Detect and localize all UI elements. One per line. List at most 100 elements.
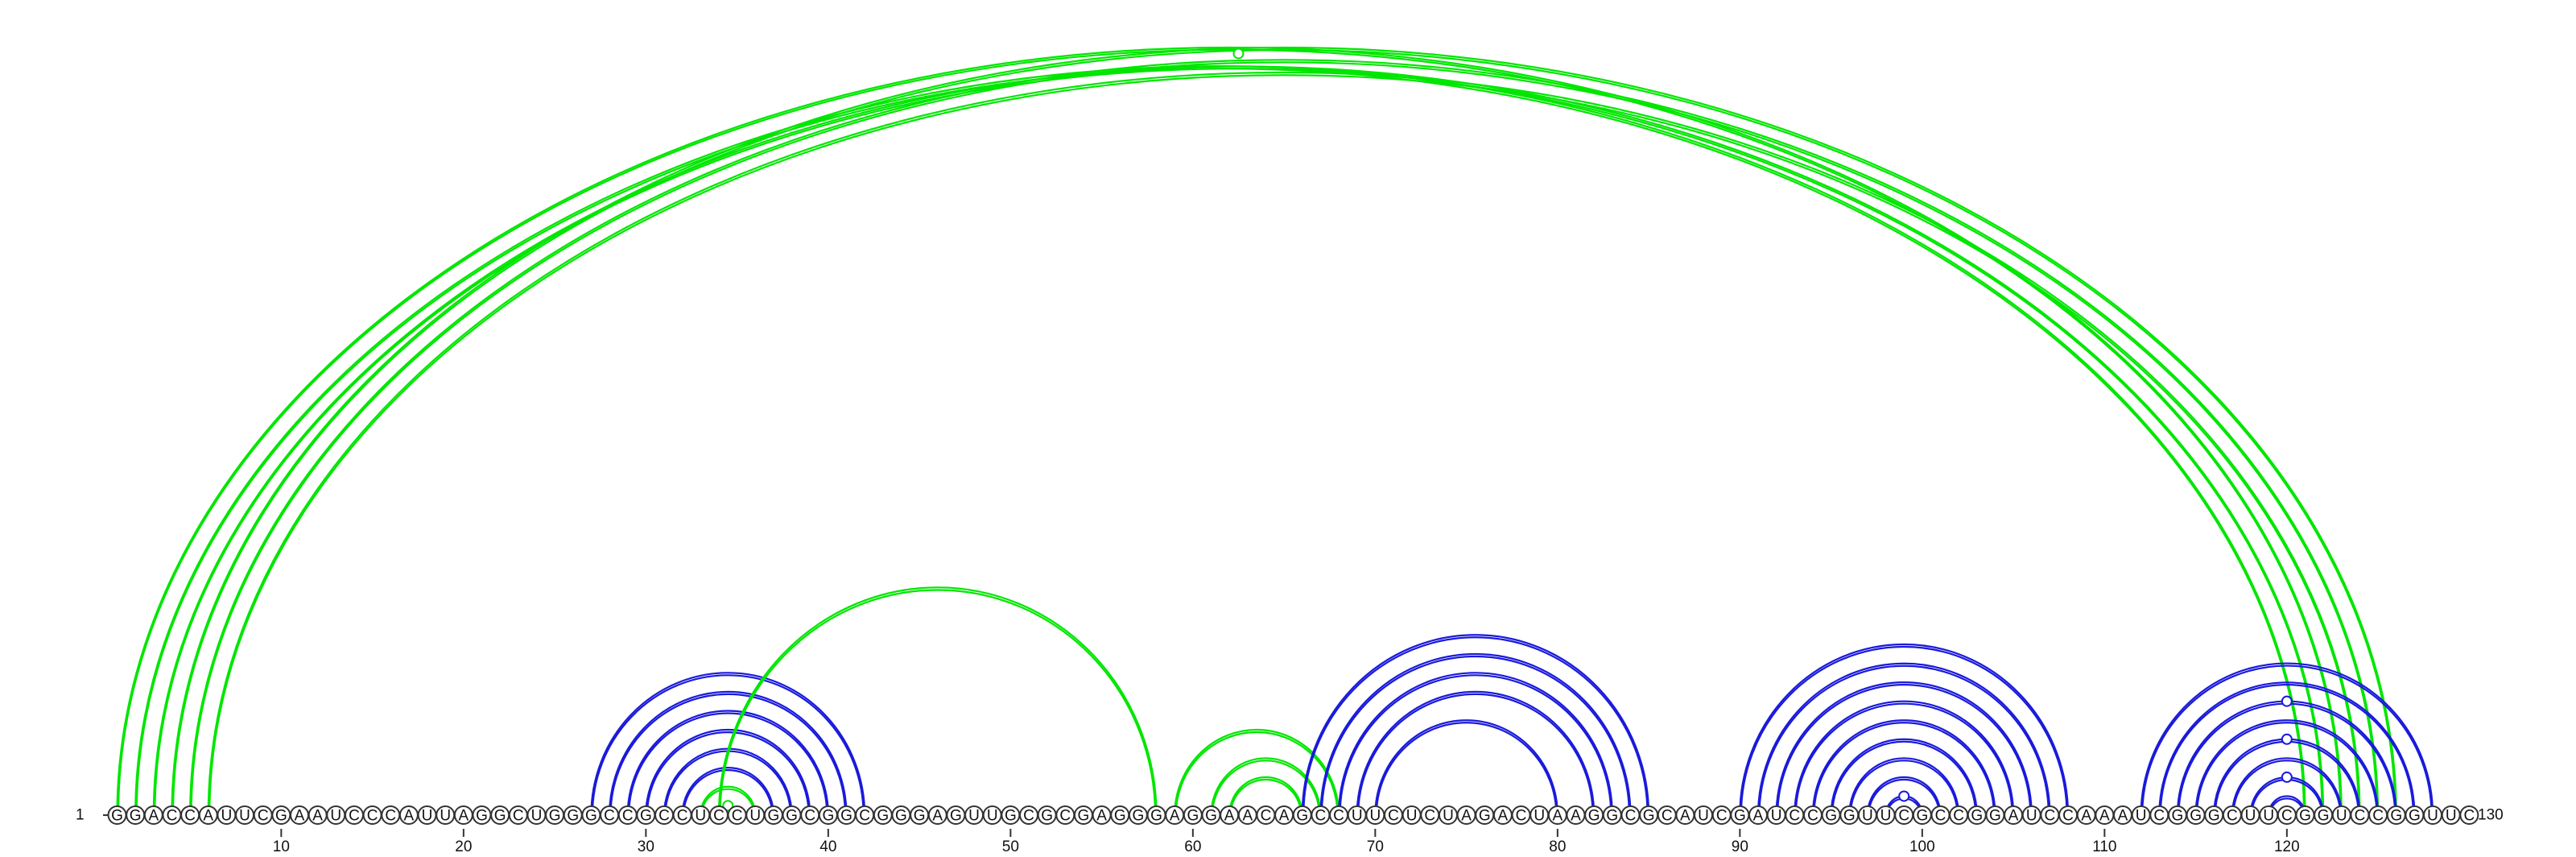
nucleotide: C: [1511, 805, 1531, 825]
nucleotide: U: [436, 805, 456, 825]
nucleotide: C: [1894, 805, 1914, 825]
nucleotide-letter: C: [184, 808, 196, 825]
start-position-label: 1: [76, 807, 85, 824]
arc-layer: [116, 46, 2434, 816]
tick-label: 50: [1002, 838, 1019, 855]
base-pair-arc: [171, 46, 2397, 816]
nucleotide: G: [818, 805, 838, 825]
tick-label: 90: [1732, 838, 1748, 855]
nucleotide-letter: A: [2081, 808, 2091, 825]
nucleotide-letter: C: [1516, 808, 1527, 825]
nucleotide: G: [2405, 805, 2425, 825]
nucleotide: C: [672, 805, 692, 825]
nucleotide-letter: U: [1352, 808, 1363, 825]
base-pair-arc: [1777, 684, 2032, 816]
base-pair-arc: [1794, 700, 2015, 816]
nucleotide: C: [2149, 805, 2169, 825]
nucleotide-letter: C: [258, 808, 269, 825]
base-pair-arc: [1794, 702, 2013, 816]
base-pair-arc: [2158, 681, 2416, 816]
nucleotide: G: [1292, 805, 1312, 825]
nucleotide: C: [2058, 805, 2079, 825]
nucleotide: U: [2423, 805, 2443, 825]
nucleotide-letter: A: [1553, 808, 1563, 825]
base-pair-arc: [2194, 719, 2380, 816]
nucleotide-letter: G: [494, 808, 506, 825]
base-pair-arc: [116, 46, 2343, 816]
base-pair-arc: [207, 71, 2361, 816]
base-pair-arc: [1319, 652, 1632, 816]
nucleotide: A: [1165, 805, 1185, 825]
tick-label: 110: [2092, 838, 2116, 855]
nucleotide: C: [2277, 805, 2297, 825]
nucleotide-letter: A: [1498, 808, 1509, 825]
base-pair-arc: [1830, 738, 1978, 816]
base-pair-arc: [683, 769, 774, 816]
nucleotide: G: [1584, 805, 1604, 825]
nucleotide-letter: G: [2390, 808, 2402, 825]
nucleotide: U: [217, 805, 237, 825]
nucleotide-letter: U: [2427, 808, 2438, 825]
nucleotide-letter: G: [1825, 808, 1837, 825]
nucleotide-letter: G: [1734, 808, 1746, 825]
nucleotide: U: [1438, 805, 1458, 825]
base-pair-arc: [1758, 664, 2050, 816]
base-pair-arc: [628, 712, 828, 816]
nucleotide: G: [1602, 805, 1622, 825]
base-pair-arc: [1339, 674, 1612, 816]
nucleotide-letter: U: [2245, 808, 2256, 825]
nucleotide: G: [271, 805, 291, 825]
nucleotide: G: [107, 805, 127, 825]
nucleotide-letter: U: [2336, 808, 2347, 825]
nucleotide: C: [1019, 805, 1038, 825]
base-pair-arc: [1320, 655, 1631, 816]
base-pair-arc: [2232, 760, 2342, 816]
base-pair-arc: [591, 674, 865, 816]
nucleotide-letter: G: [1150, 808, 1162, 825]
base-pair-arc: [646, 731, 810, 816]
base-pair-arc: [608, 690, 848, 816]
base-pair-arc: [1866, 776, 1942, 816]
nucleotide: C: [1711, 805, 1732, 825]
nucleotide-letter: C: [167, 808, 178, 825]
nucleotide: C: [1384, 805, 1403, 825]
nucleotide: A: [927, 805, 947, 825]
nucleotide: G: [1073, 805, 1093, 825]
nucleotide: U: [2331, 805, 2351, 825]
nucleotide-letter: A: [1224, 808, 1235, 825]
nucleotide-letter: G: [950, 808, 962, 825]
nucleotide: A: [1675, 805, 1695, 825]
nucleotide-letter: U: [1443, 808, 1454, 825]
nucleotide: U: [1365, 805, 1385, 825]
nucleotide: G: [1183, 805, 1203, 825]
nucleotide-letter: U: [2136, 808, 2147, 825]
nucleotide: G: [563, 805, 583, 825]
nucleotide: C: [1311, 805, 1331, 825]
nucleotide-letter: G: [1916, 808, 1928, 825]
nucleotide-letter: C: [1059, 808, 1071, 825]
nucleotide-letter: C: [713, 808, 724, 825]
nucleotide-letter: U: [2263, 808, 2274, 825]
nucleotide-letter: A: [2118, 808, 2128, 825]
nucleotide: C: [2350, 805, 2370, 825]
tick-label: 70: [1367, 838, 1384, 855]
nucleotide: G: [1001, 805, 1021, 825]
nucleotide-letter: G: [476, 808, 488, 825]
arc-marker: [1898, 790, 1910, 802]
nucleotide: U: [982, 805, 1002, 825]
nucleotide-letter: U: [1698, 808, 1709, 825]
base-pair-arc: [2141, 664, 2433, 816]
nucleotide: G: [1912, 805, 1932, 825]
base-pair-arc: [1849, 760, 1959, 816]
nucleotide-letter: U: [330, 808, 341, 825]
position-axis: 10 20 30 40 50 60 70 80 90 100 110 120: [273, 829, 2300, 855]
nucleotide-letter: U: [531, 808, 543, 825]
base-pair-arc: [189, 59, 2380, 816]
nucleotide-letter: C: [349, 808, 360, 825]
arc-marker: [2281, 695, 2293, 707]
nucleotide: C: [855, 805, 875, 825]
base-pair-arc: [1357, 693, 1594, 816]
nucleotide: A: [2076, 805, 2096, 825]
base-pair-arc: [1356, 690, 1596, 816]
